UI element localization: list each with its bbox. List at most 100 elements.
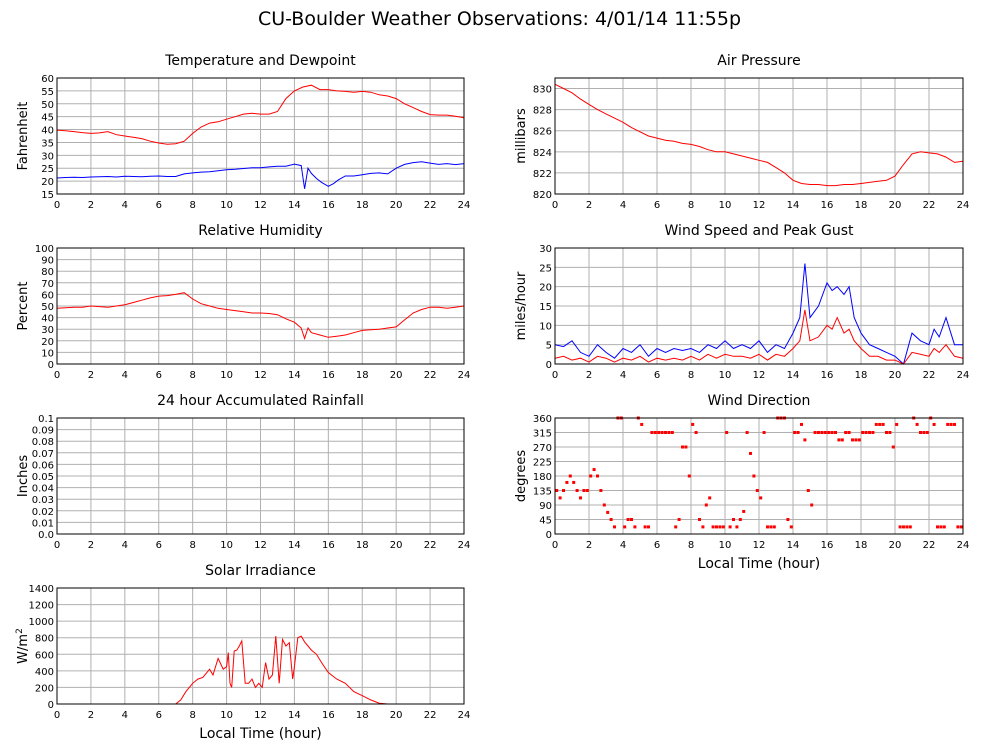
x-tick-label: 18	[356, 710, 369, 721]
plot-frame	[56, 247, 465, 365]
plot-frame	[554, 417, 964, 535]
x-axis-label: Local Time (hour)	[698, 556, 820, 572]
x-tick-label: 18	[855, 200, 868, 211]
data-point	[647, 525, 650, 529]
x-tick-label: 2	[88, 710, 94, 721]
data-point	[664, 431, 667, 434]
data-point	[834, 431, 837, 434]
data-point	[939, 525, 943, 529]
y-tick-label: 60	[41, 290, 54, 301]
y-tick-label: 270	[533, 443, 552, 454]
data-point	[674, 525, 678, 529]
data-point	[959, 525, 963, 529]
y-tick-label: 1000	[29, 617, 54, 628]
y-tick-label: 400	[35, 667, 54, 678]
y-tick-label: 10	[41, 348, 54, 359]
x-tick-label: 12	[753, 370, 766, 381]
x-tick-label: 8	[688, 370, 694, 381]
y-tick-label: 60	[41, 74, 54, 85]
x-tick-label: 8	[189, 710, 195, 721]
chart-press: 0 2 4 6 8 10 12 14 16 18 20 22 24820822824826828830A…	[514, 53, 969, 211]
x-tick-label: 24	[458, 200, 471, 211]
series-line	[554, 263, 963, 365]
data-point	[653, 431, 657, 434]
data-point	[793, 431, 797, 434]
data-point	[728, 525, 732, 529]
data-point	[613, 525, 616, 529]
y-tick-label: 25	[41, 164, 54, 175]
data-point	[895, 422, 899, 426]
page-title: CU-Boulder Weather Observations: 4/01/14…	[257, 8, 742, 30]
data-point	[732, 518, 735, 521]
data-point	[582, 489, 586, 492]
data-point	[626, 518, 630, 521]
x-tick-label: 14	[288, 710, 301, 721]
x-tick-label: 18	[356, 370, 369, 381]
y-tick-label: 0.09	[32, 426, 54, 437]
x-tick-label: 4	[620, 200, 626, 211]
series-line	[56, 161, 465, 189]
data-point	[694, 431, 698, 434]
data-point	[854, 438, 858, 442]
y-tick-label: 15	[539, 302, 552, 313]
y-tick-label: 20	[41, 177, 54, 188]
data-point	[602, 503, 606, 507]
x-tick-label: 14	[288, 370, 301, 381]
x-tick-label: 6	[654, 200, 660, 211]
data-point	[796, 431, 800, 434]
data-point	[919, 431, 922, 434]
y-axis-label: Inches	[16, 455, 31, 497]
data-point	[745, 431, 749, 434]
data-point	[817, 431, 820, 434]
y-tick-label: 45	[41, 113, 54, 124]
data-point	[735, 525, 739, 529]
x-tick-label: 12	[254, 540, 267, 551]
data-point	[687, 474, 691, 478]
x-tick-label: 4	[122, 200, 128, 211]
y-tick-label: 826	[533, 127, 552, 138]
chart-title: 24 hour Accumulated Rainfall	[157, 393, 364, 409]
x-tick-label: 6	[654, 540, 660, 551]
x-tick-label: 2	[586, 540, 592, 551]
y-axis-label: degrees	[514, 450, 529, 503]
data-point	[861, 431, 865, 434]
x-tick-label: 8	[189, 370, 195, 381]
y-axis-label: Fahrenheit	[16, 102, 31, 171]
y-tick-label: 830	[533, 85, 552, 96]
data-point	[769, 525, 773, 529]
chart-title: Air Pressure	[717, 53, 800, 69]
x-tick-label: 2	[586, 200, 592, 211]
data-point	[881, 422, 885, 426]
y-tick-label: 225	[533, 458, 552, 469]
y-tick-label: 80	[41, 267, 54, 278]
data-point	[789, 525, 793, 529]
y-tick-label: 0	[546, 360, 552, 371]
data-point	[874, 422, 878, 426]
y-tick-label: 30	[539, 244, 552, 255]
y-tick-label: 828	[533, 106, 552, 117]
y-tick-label: 70	[41, 279, 54, 290]
x-tick-label: 18	[356, 540, 369, 551]
y-tick-label: 35	[41, 138, 54, 149]
x-tick-label: 12	[254, 200, 267, 211]
data-point	[592, 468, 596, 472]
x-tick-label: 8	[688, 540, 694, 551]
data-point	[755, 489, 759, 492]
chart-title: Relative Humidity	[198, 223, 322, 239]
data-point	[738, 518, 742, 521]
plot-frame	[554, 77, 964, 195]
y-tick-label: 824	[533, 148, 552, 159]
x-tick-label: 4	[620, 540, 626, 551]
data-point	[857, 438, 861, 442]
y-tick-label: 90	[539, 501, 552, 512]
x-tick-label: 20	[889, 370, 902, 381]
x-tick-label: 10	[719, 370, 732, 381]
data-point	[806, 489, 810, 492]
data-point	[888, 431, 892, 434]
data-point	[847, 431, 851, 434]
x-tick-label: 2	[88, 370, 94, 381]
data-point	[555, 489, 559, 492]
x-tick-label: 0	[552, 370, 558, 381]
chart-title: Temperature and Dewpoint	[164, 53, 356, 69]
